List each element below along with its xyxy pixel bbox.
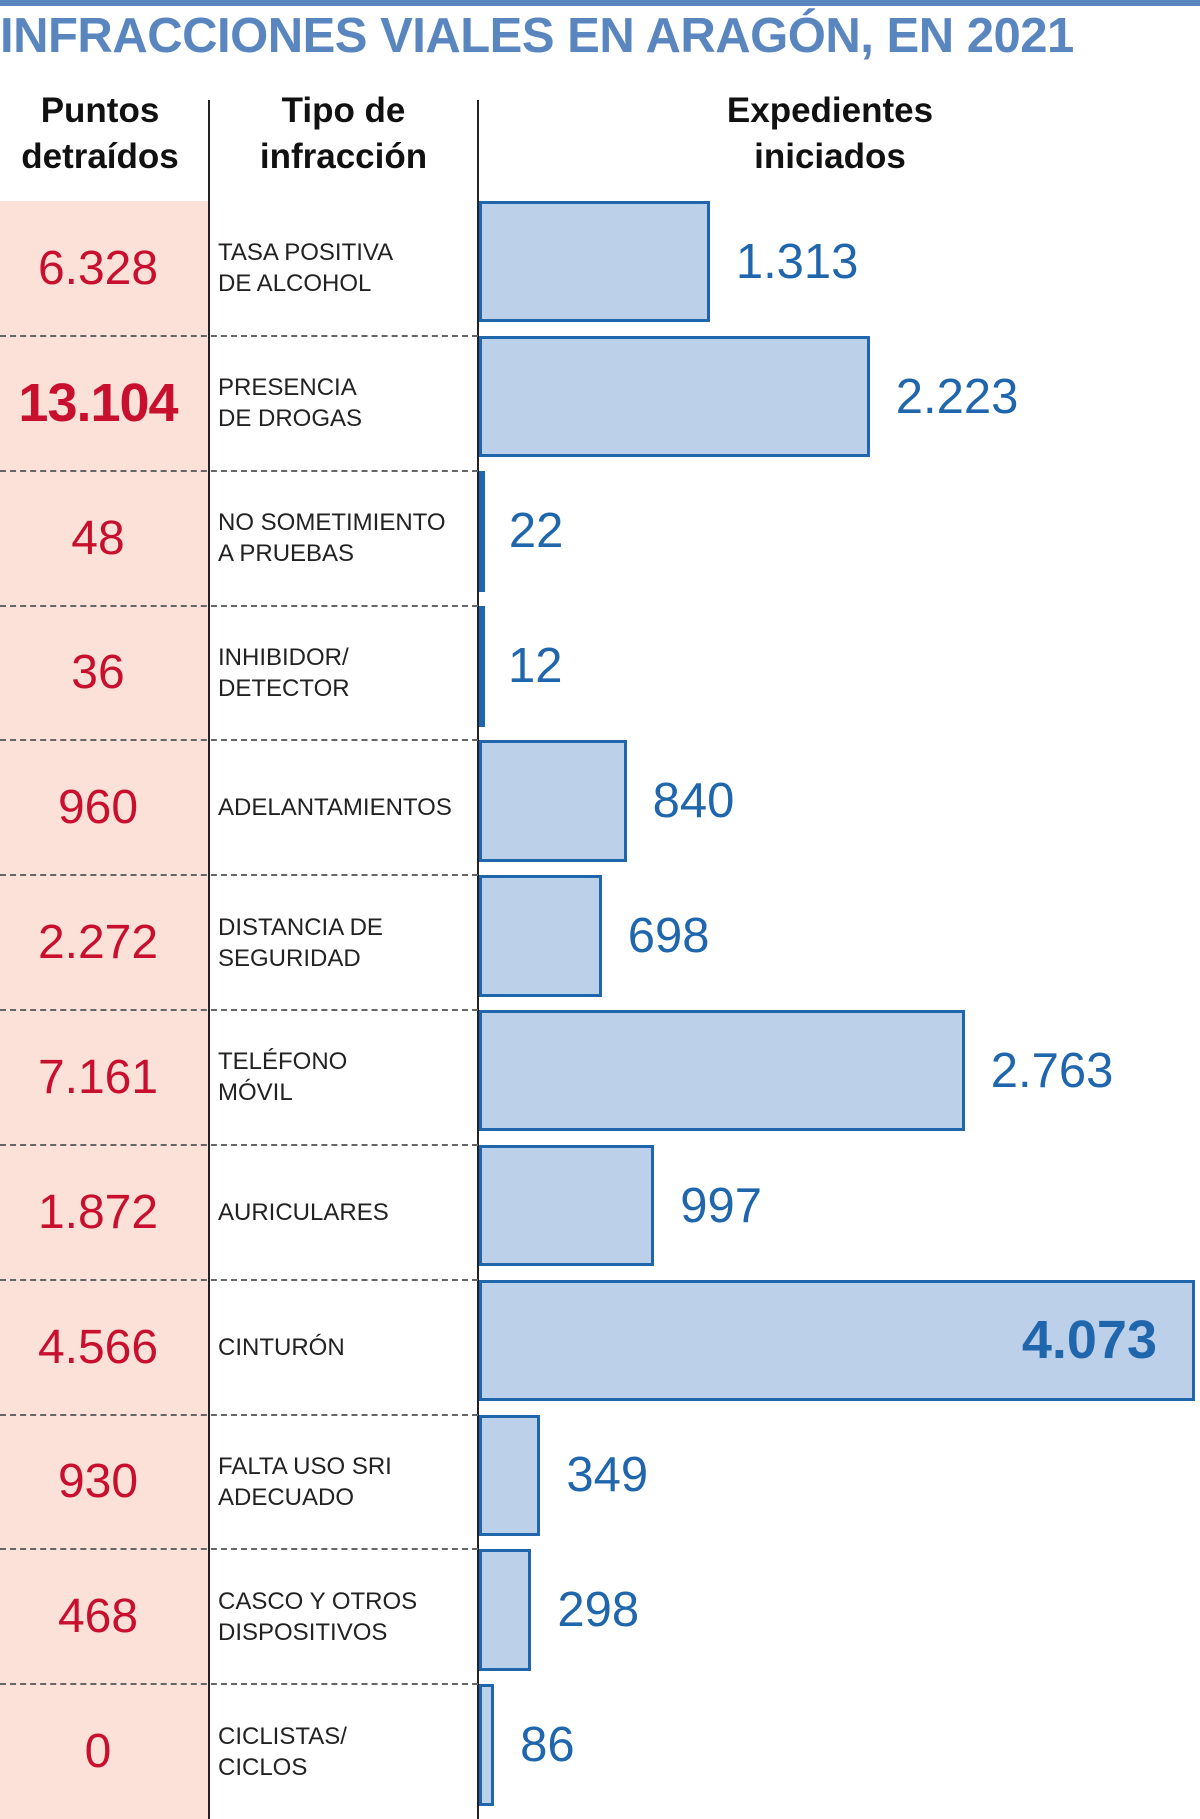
points-value: 960	[57, 781, 139, 835]
value-label: 997	[680, 1178, 763, 1233]
row-separator	[0, 469, 478, 472]
points-value: 468	[57, 1590, 139, 1644]
category-label: AURICULARES	[218, 1198, 389, 1226]
value-label: 349	[566, 1448, 649, 1503]
value-label: 4.073	[1021, 1310, 1157, 1371]
value-label: 2.223	[895, 369, 1019, 424]
row-separator	[0, 1548, 478, 1551]
points-value: 2.272	[37, 916, 159, 970]
value-label: 2.763	[990, 1043, 1114, 1098]
bar	[479, 740, 627, 862]
row-separator	[0, 604, 478, 607]
row-separator	[0, 1683, 478, 1686]
points-value: 7.161	[37, 1050, 159, 1104]
category-label: CICLISTAS/ CICLOS	[218, 1722, 347, 1781]
column-divider	[208, 100, 210, 1819]
column-divider	[477, 100, 479, 1819]
bar	[479, 1279, 1195, 1401]
bar	[479, 1414, 541, 1536]
category-label: TELÉFONO MÓVIL	[218, 1048, 348, 1107]
category-label: CASCO Y OTROS DISPOSITIVOS	[218, 1587, 418, 1646]
bar	[479, 875, 602, 997]
points-value: 1.872	[37, 1185, 159, 1239]
top-rule	[0, 0, 1200, 6]
bar	[479, 605, 485, 727]
bar	[479, 201, 710, 323]
bar	[479, 1144, 655, 1267]
category-label: DISTANCIA DE SEGURIDAD	[218, 913, 383, 972]
row-separator	[0, 739, 478, 742]
value-label: 840	[652, 774, 735, 828]
points-value: 13.104	[18, 373, 178, 434]
column-header: Tipo de infracción	[259, 91, 428, 176]
row-separator	[0, 874, 478, 877]
row-separator	[0, 334, 478, 337]
column-header: Expedientes iniciados	[726, 91, 934, 176]
category-label: CINTURÓN	[218, 1333, 345, 1361]
value-label: 298	[557, 1583, 640, 1637]
category-label: PRESENCIA DE DROGAS	[218, 374, 363, 433]
points-value: 4.566	[37, 1320, 159, 1374]
points-value: 36	[71, 646, 125, 700]
points-value: 6.328	[37, 241, 159, 295]
category-label: FALTA USO SRI ADECUADO	[218, 1452, 392, 1511]
value-label: 86	[520, 1717, 575, 1772]
row-separator	[0, 1143, 478, 1146]
value-label: 698	[627, 908, 710, 963]
points-value: 930	[57, 1455, 139, 1509]
category-label: ADELANTAMIENTOS	[218, 794, 452, 822]
category-label: INHIBIDOR/ DETECTOR	[218, 643, 350, 702]
bar	[479, 1010, 965, 1132]
value-label: 22	[508, 504, 564, 559]
column-header: Puntos detraídos	[21, 91, 179, 176]
category-label: TASA POSITIVA DE ALCOHOL	[218, 239, 394, 298]
value-label: 1.313	[735, 234, 859, 289]
chart-title: INFRACCIONES VIALES EN ARAGÓN, EN 2021	[0, 9, 1074, 63]
row-separator	[0, 1413, 478, 1416]
row-separator	[0, 1009, 478, 1011]
value-label: 12	[508, 639, 563, 694]
category-label: NO SOMETIMIENTO A PRUEBAS	[218, 509, 446, 568]
row-separator	[0, 1278, 478, 1281]
bar	[479, 335, 870, 458]
points-value: 0	[84, 1725, 112, 1779]
points-value: 48	[71, 511, 125, 565]
bar	[479, 470, 485, 592]
bar	[479, 1549, 532, 1671]
bar	[479, 1684, 495, 1806]
